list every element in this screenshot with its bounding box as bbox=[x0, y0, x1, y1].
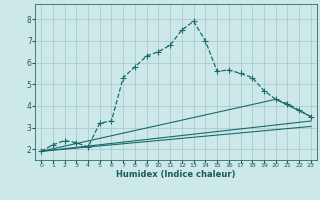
X-axis label: Humidex (Indice chaleur): Humidex (Indice chaleur) bbox=[116, 170, 236, 179]
